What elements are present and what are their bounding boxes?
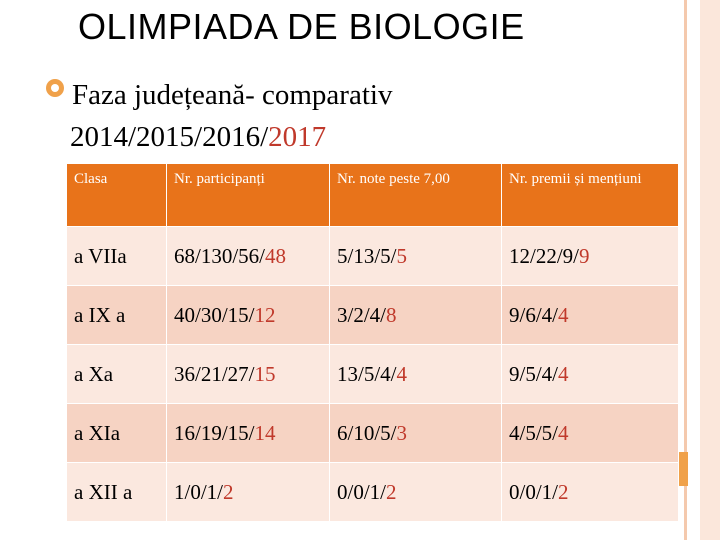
cell-clasa: a XII a: [66, 462, 167, 522]
table-row: a Xa 36/21/27/15 13/5/4/4 9/5/4/4: [66, 344, 679, 404]
cell-note: 3/2/4/8: [329, 285, 502, 345]
cell-clasa: a VIIa: [66, 226, 167, 286]
header-clasa: Clasa: [66, 163, 167, 227]
table-row: a IX a 40/30/15/12 3/2/4/8 9/6/4/4: [66, 285, 679, 345]
cell-premii: 0/0/1/2: [501, 462, 679, 522]
subtitle-years: 2014/2015/2016/: [70, 121, 269, 153]
cell-clasa: a IX a: [66, 285, 167, 345]
subtitle-line1: Faza județeană- comparativ: [72, 79, 393, 111]
results-table: Clasa Nr. participanți Nr. note peste 7,…: [66, 163, 679, 522]
table-header-row: Clasa Nr. participanți Nr. note peste 7,…: [66, 163, 679, 227]
subtitle-line2: 2014/2015/2016/2017: [70, 116, 672, 158]
header-premii: Nr. premii și mențiuni: [501, 163, 679, 227]
cell-participanti: 16/19/15/14: [166, 403, 330, 463]
cell-participanti: 1/0/1/2: [166, 462, 330, 522]
cell-participanti: 36/21/27/15: [166, 344, 330, 404]
page-title: OLIMPIADA DE BIOLOGIE: [78, 6, 525, 47]
cell-clasa: a XIa: [66, 403, 167, 463]
header-participanti: Nr. participanți: [166, 163, 330, 227]
cell-note: 0/0/1/2: [329, 462, 502, 522]
table-row: a XIa 16/19/15/14 6/10/5/3 4/5/5/4: [66, 403, 679, 463]
subtitle-current-year: 2017: [268, 121, 327, 153]
decorative-band: [700, 0, 720, 540]
header-note: Nr. note peste 7,00: [329, 163, 502, 227]
bullet-icon: [46, 79, 64, 97]
cell-premii: 9/5/4/4: [501, 344, 679, 404]
cell-premii: 12/22/9/9: [501, 226, 679, 286]
cell-note: 5/13/5/5: [329, 226, 502, 286]
cell-note: 6/10/5/3: [329, 403, 502, 463]
cell-premii: 4/5/5/4: [501, 403, 679, 463]
cell-premii: 9/6/4/4: [501, 285, 679, 345]
cell-note: 13/5/4/4: [329, 344, 502, 404]
subtitle: Faza județeană- comparativ 2014/2015/201…: [70, 74, 672, 158]
cell-clasa: a Xa: [66, 344, 167, 404]
cell-participanti: 40/30/15/12: [166, 285, 330, 345]
decorative-rule: [684, 0, 687, 540]
table-row: a VIIa 68/130/56/48 5/13/5/5 12/22/9/9: [66, 226, 679, 286]
table-row: a XII a 1/0/1/2 0/0/1/2 0/0/1/2: [66, 462, 679, 522]
cell-participanti: 68/130/56/48: [166, 226, 330, 286]
